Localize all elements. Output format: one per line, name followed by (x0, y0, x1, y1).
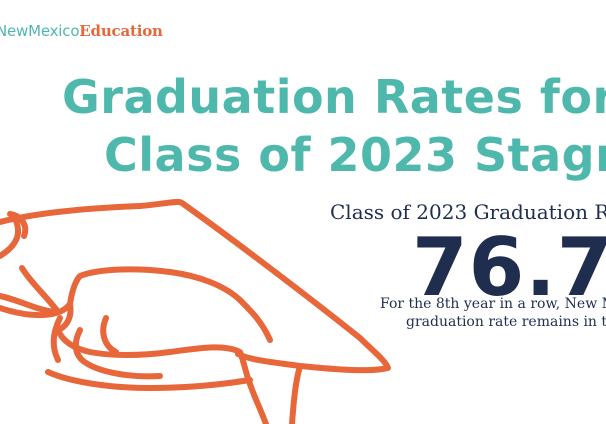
stat-label: Class of 2023 Graduation Rate (330, 200, 606, 224)
note-line-1: For the 8th year in a row, New Mexico's (380, 296, 606, 312)
brand-logo-part1: NewMexico (0, 22, 80, 40)
brand-logo: NewMexicoEducation (0, 22, 163, 40)
brand-logo-part2: Education (79, 22, 163, 40)
stat-value: 76.7% (412, 221, 606, 314)
note-line-2: graduation rate remains in the (406, 314, 606, 330)
